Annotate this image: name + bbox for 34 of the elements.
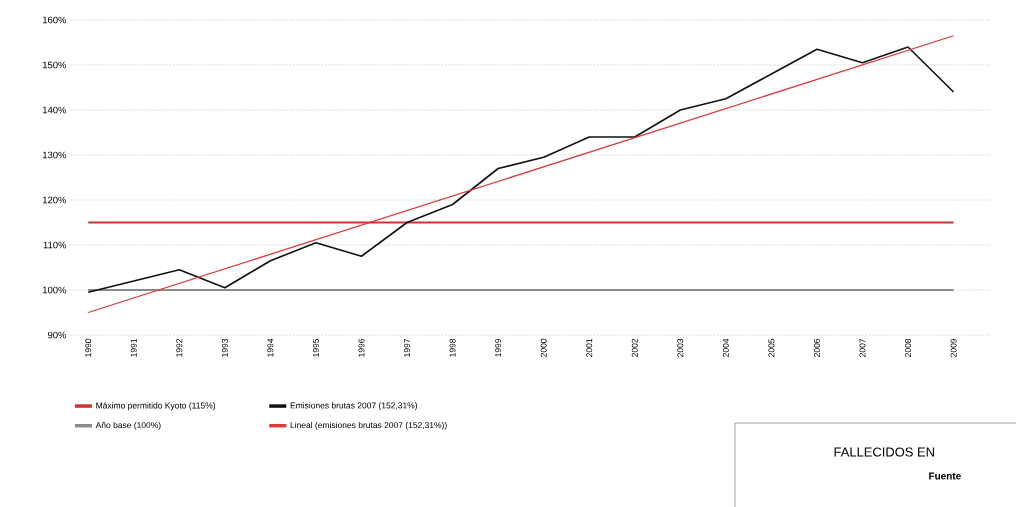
x-tick-label: 2007 — [859, 338, 866, 357]
x-tick-label: 1992 — [176, 338, 183, 357]
x-tick-label: 1990 — [85, 338, 92, 357]
x-tick-label: 1991 — [130, 338, 137, 357]
y-tick-label: 160% — [42, 16, 67, 24]
x-tick-label: 2005 — [768, 338, 775, 357]
x-tick-label: 1999 — [495, 338, 502, 357]
x-tick-label: 1995 — [312, 338, 319, 357]
x-tick-label: 1997 — [404, 338, 411, 357]
legend-label: Máximo permitido Kyoto (115%) — [96, 402, 215, 411]
x-tick-label: 2001 — [586, 338, 593, 357]
x-tick-label: 2000 — [540, 338, 547, 357]
x-tick-label: 2002 — [631, 338, 638, 357]
x-tick-label: 2009 — [950, 338, 957, 357]
y-tick-label: 90% — [47, 331, 67, 339]
x-tick-label: 2003 — [677, 338, 684, 357]
y-tick-label: 140% — [42, 106, 67, 114]
y-tick-label: 100% — [42, 286, 67, 294]
x-tick-label: 2004 — [722, 338, 729, 357]
legend-label: Emisiones brutas 2007 (152,31%) — [290, 402, 418, 411]
y-tick-label: 120% — [42, 196, 67, 204]
text: FALLECIDOS EN — [834, 447, 934, 457]
x-tick-label: 2008 — [905, 338, 912, 357]
x-tick-label: 1993 — [221, 338, 228, 357]
legend-label: Año base (100%) — [95, 421, 161, 430]
text: Fuente — [929, 472, 961, 480]
x-tick-label: 1994 — [267, 338, 274, 357]
x-tick-label: 1998 — [449, 338, 456, 357]
y-tick-label: 150% — [42, 61, 67, 69]
legend-label: Lineal (emisiones brutas 2007 (152,31%)) — [290, 421, 447, 430]
y-tick-label: 130% — [42, 151, 67, 159]
x-tick-label: 2006 — [813, 338, 820, 357]
x-tick-label: 1996 — [358, 338, 365, 357]
y-tick-label: 110% — [43, 241, 67, 249]
